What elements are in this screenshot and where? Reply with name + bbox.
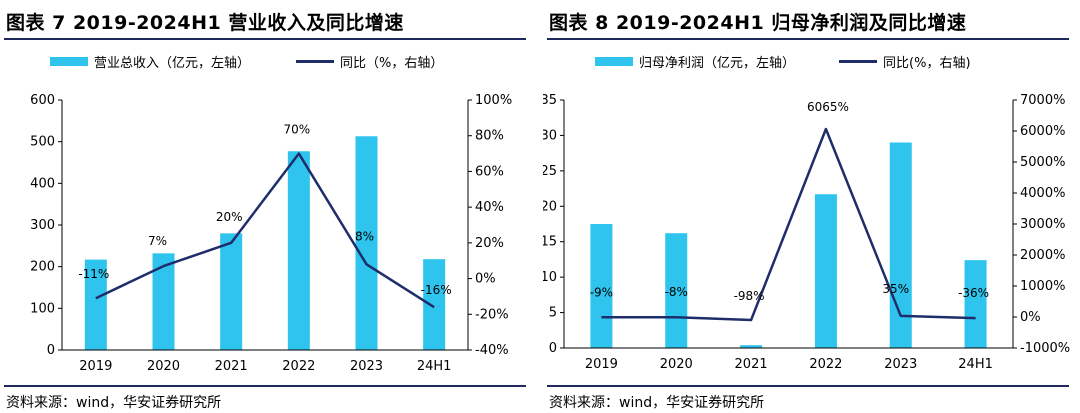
- bar: [665, 233, 688, 348]
- data-label: 6065%: [807, 100, 849, 114]
- left-tick-label: 600: [30, 93, 55, 108]
- bar: [84, 259, 107, 350]
- x-tick-label: 2021: [735, 357, 768, 372]
- data-label: -9%: [590, 285, 613, 299]
- right-tick-label: 40%: [475, 200, 504, 215]
- right-tick-label: 80%: [475, 129, 504, 144]
- x-tick-label: 24H1: [417, 359, 452, 374]
- chart-panel-net-profit: 图表 8 2019-2024H1 归母净利润及同比增速 归母净利润（亿元，左轴）…: [543, 0, 1073, 413]
- data-label: -98%: [734, 289, 765, 303]
- left-tick-label: 100: [30, 301, 55, 316]
- right-tick-label: 1000%: [1020, 279, 1065, 294]
- data-label: -36%: [958, 286, 989, 300]
- right-tick-label: -20%: [475, 307, 509, 322]
- legend-bar-label: 归母净利润（亿元，左轴）: [639, 56, 796, 71]
- legend-bar-swatch: [595, 57, 633, 66]
- bar: [740, 345, 763, 348]
- x-tick-label: 2022: [282, 359, 315, 374]
- x-tick-label: 2020: [147, 359, 180, 374]
- data-label: 35%: [882, 282, 909, 296]
- source-divider: [547, 385, 1069, 387]
- x-tick-label: 2023: [350, 359, 383, 374]
- x-tick-label: 2019: [585, 357, 618, 372]
- right-tick-label: 0%: [1020, 310, 1041, 325]
- x-tick-label: 2020: [660, 357, 693, 372]
- x-tick-label: 24H1: [958, 357, 993, 372]
- left-tick-label: 10: [543, 270, 557, 285]
- data-label: 8%: [355, 229, 374, 243]
- data-label: 20%: [216, 210, 243, 224]
- data-label: -16%: [421, 283, 452, 297]
- right-tick-label: 100%: [475, 93, 512, 108]
- data-label: 70%: [283, 123, 310, 137]
- legend: 营业总收入（亿元，左轴） 同比（%，右轴）: [50, 52, 443, 71]
- source-note: 资料来源：wind，华安证券研究所: [6, 395, 222, 411]
- right-tick-label: 6000%: [1020, 124, 1065, 139]
- left-tick-label: 300: [30, 218, 55, 233]
- legend-bar-swatch: [50, 57, 88, 66]
- chart-panel-revenue: 图表 7 2019-2024H1 营业收入及同比增速 营业总收入（亿元，左轴） …: [0, 0, 530, 413]
- bar: [220, 233, 243, 350]
- bar: [152, 253, 175, 350]
- legend: 归母净利润（亿元，左轴） 同比(%，右轴): [595, 52, 971, 71]
- revenue-chart: 0 100 200 300 400 500 600 -40% -20% 0% 20% 40% 60% 80…: [30, 93, 512, 374]
- bar: [287, 151, 310, 350]
- left-tick-label: 0: [47, 343, 55, 358]
- left-tick-label: 200: [30, 260, 55, 275]
- right-tick-label: 2000%: [1020, 248, 1065, 263]
- bar: [964, 260, 987, 348]
- legend-line-swatch: [296, 60, 335, 63]
- right-tick-label: 20%: [475, 236, 504, 251]
- bar: [889, 142, 912, 348]
- legend-line-label: 同比（%，右轴）: [340, 56, 444, 71]
- bar: [355, 136, 378, 350]
- data-label: 7%: [148, 234, 167, 248]
- right-tick-label: -1000%: [1020, 341, 1070, 356]
- bar: [423, 259, 446, 350]
- left-tick-label: 25: [543, 164, 557, 179]
- data-label: -8%: [665, 285, 688, 299]
- right-tick-label: 4000%: [1020, 186, 1065, 201]
- right-tick-label: -40%: [475, 343, 509, 358]
- x-tick-label: 2022: [809, 357, 842, 372]
- right-tick-label: 7000%: [1020, 93, 1065, 108]
- data-label: -11%: [78, 267, 109, 281]
- left-tick-label: 30: [543, 128, 557, 143]
- title-divider: [547, 38, 1069, 40]
- left-tick-label: 0: [549, 341, 557, 356]
- growth-line: [601, 127, 976, 322]
- left-tick-label: 400: [30, 176, 55, 191]
- right-tick-label: 60%: [475, 164, 504, 179]
- source-note: 资料来源：wind，华安证券研究所: [549, 395, 765, 411]
- x-tick-label: 2021: [215, 359, 248, 374]
- legend-bar-label: 营业总收入（亿元，左轴）: [94, 56, 251, 71]
- x-tick-label: 2019: [79, 359, 112, 374]
- net-profit-chart: 0 5 10 15 20 25 30 35 -1000% 0% 1000% 2000% 3000% 400…: [543, 93, 1070, 372]
- source-divider: [4, 385, 526, 387]
- x-tick-label: 2023: [884, 357, 917, 372]
- bar: [814, 194, 837, 348]
- left-tick-label: 20: [543, 199, 557, 214]
- growth-line: [95, 152, 435, 309]
- left-tick-label: 5: [549, 306, 557, 321]
- legend-line-label: 同比(%，右轴): [883, 56, 971, 71]
- chart-title: 图表 7 2019-2024H1 营业收入及同比增速: [6, 12, 404, 34]
- legend-line-swatch: [839, 60, 878, 63]
- left-tick-label: 15: [543, 235, 557, 250]
- right-tick-label: 5000%: [1020, 155, 1065, 170]
- title-divider: [4, 38, 526, 40]
- left-tick-label: 500: [30, 135, 55, 150]
- right-tick-label: 0%: [475, 272, 496, 287]
- left-tick-label: 35: [543, 93, 557, 108]
- right-tick-label: 3000%: [1020, 217, 1065, 232]
- chart-title: 图表 8 2019-2024H1 归母净利润及同比增速: [549, 12, 967, 34]
